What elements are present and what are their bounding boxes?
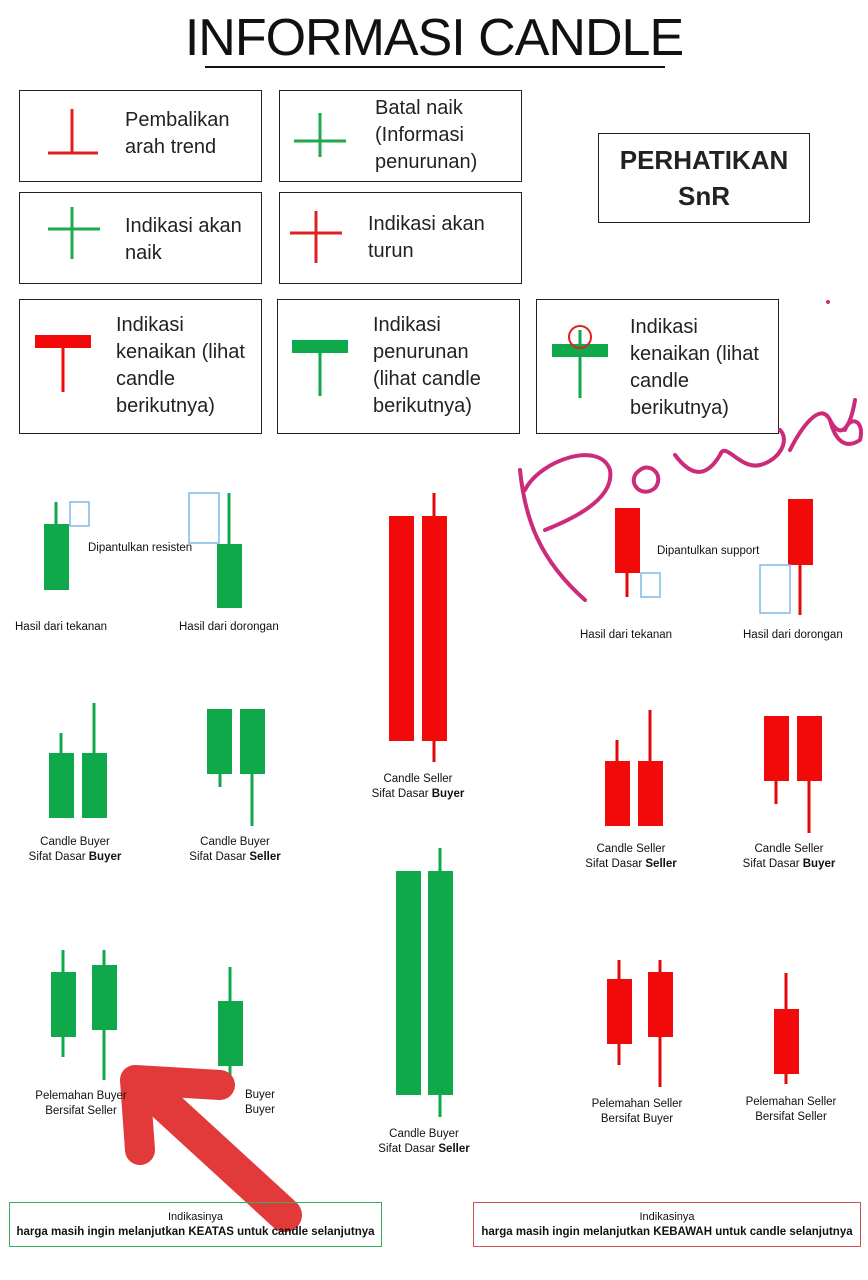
- label-seller-buyer: Candle Seller Sifat Dasar Buyer: [742, 843, 836, 870]
- support-tekanan-candle: [615, 508, 661, 598]
- page-title: INFORMASI CANDLE: [184, 9, 684, 67]
- label-hasil-tekanan-right: Hasil dari tekanan: [580, 629, 673, 641]
- buyer-seller-candles: [207, 709, 265, 826]
- indication-text: harga masih ingin melanjutkan KEATAS unt…: [16, 1226, 375, 1238]
- label-hasil-tekanan-left: Hasil dari tekanan: [15, 621, 108, 633]
- legend-text: Indikasi akan naik: [125, 215, 242, 264]
- pel-seller-buyer-candles: [607, 960, 673, 1087]
- label-big-seller-buyer: Candle Seller Sifat Dasar Buyer: [371, 773, 465, 800]
- legend-text: Pembalikan arah trend: [125, 109, 230, 158]
- pel-buyer-buyer-candle: [218, 967, 243, 1082]
- plus-icon: [294, 113, 346, 157]
- t-candle-circled-icon: [552, 325, 608, 398]
- big-green-candles: [396, 848, 453, 1117]
- label-pel-seller-buyer: Pelemahan Seller Bersifat Buyer: [591, 1098, 683, 1125]
- plus-icon: [48, 207, 100, 259]
- label-seller-seller: Candle Seller Sifat Dasar Seller: [585, 843, 677, 870]
- label-pel-seller-seller: Pelemahan Seller Bersifat Seller: [745, 1096, 837, 1123]
- label-hasil-dorongan-right: Hasil dari dorongan: [743, 629, 843, 641]
- resist-note: Dipantulkan resisten: [88, 542, 193, 554]
- pel-buyer-seller-candles: [51, 950, 117, 1080]
- legend-text: Indikasi akan turun: [368, 213, 485, 262]
- legend-box-batal-naik: Batal naik (Informasi penurunan): [279, 90, 522, 182]
- legend-box-pembalikan: Pembalikan arah trend: [19, 90, 262, 182]
- support-note: Dipantulkan support: [657, 545, 760, 557]
- indication-heading: Indikasinya: [167, 1211, 224, 1223]
- legend-box-turun: Indikasi akan turun: [279, 192, 522, 284]
- label-buyer-buyer: Candle Buyer Sifat Dasar Buyer: [28, 836, 122, 863]
- legend-text: Indikasi kenaikan (lihat candle berikutn…: [630, 316, 759, 419]
- red-arrow-annotation: [120, 1065, 302, 1232]
- handwritten-signature: [518, 300, 863, 602]
- resist-dorongan-candle: [188, 492, 242, 608]
- inverted-t-icon: [48, 109, 98, 155]
- support-dorongan-candle: [759, 499, 813, 615]
- indication-heading: Indikasinya: [639, 1211, 695, 1223]
- title-underline: [205, 66, 665, 68]
- plus-icon: [290, 211, 342, 263]
- legend-text: Indikasi penurunan (lihat candle berikut…: [373, 314, 481, 417]
- label-hasil-dorongan-left: Hasil dari dorongan: [179, 621, 279, 633]
- label-buyer-seller: Candle Buyer Sifat Dasar Seller: [189, 836, 281, 863]
- indication-text: harga masih ingin melanjutkan KEBAWAH un…: [481, 1226, 853, 1238]
- indication-box-keatas: Indikasinya harga masih ingin melanjutka…: [9, 1202, 382, 1247]
- seller-seller-candles: [605, 710, 663, 826]
- big-red-candles: [389, 493, 447, 762]
- pel-seller-seller-candle: [774, 973, 799, 1084]
- label-pel-buyer-seller: Pelemahan Buyer Bersifat Seller: [35, 1090, 127, 1117]
- label-big-buyer-seller: Candle Buyer Sifat Dasar Seller: [378, 1128, 470, 1155]
- legend-box-penurunan-green: Indikasi penurunan (lihat candle berikut…: [277, 299, 520, 434]
- legend-box-naik: Indikasi akan naik: [19, 192, 262, 284]
- legend-box-kenaikan-green: Indikasi kenaikan (lihat candle berikutn…: [536, 299, 779, 434]
- snr-box: PERHATIKAN SnR: [598, 133, 810, 223]
- legend-text: Batal naik (Informasi penurunan): [375, 97, 478, 173]
- label-pel-buyer-buyer: Buyer Buyer: [244, 1089, 276, 1116]
- legend-text: Indikasi kenaikan (lihat candle berikutn…: [116, 314, 245, 417]
- resist-tekanan-candle: [44, 501, 90, 590]
- legend-box-kenaikan-red: Indikasi kenaikan (lihat candle berikutn…: [19, 299, 262, 434]
- seller-buyer-candles: [764, 716, 822, 833]
- buyer-buyer-candles: [49, 703, 107, 818]
- snr-line2: SnR: [678, 181, 730, 211]
- snr-line1: PERHATIKAN: [619, 145, 789, 175]
- t-candle-icon: [292, 340, 348, 396]
- t-candle-icon: [35, 335, 91, 392]
- indication-box-kebawah: Indikasinya harga masih ingin melanjutka…: [473, 1202, 861, 1247]
